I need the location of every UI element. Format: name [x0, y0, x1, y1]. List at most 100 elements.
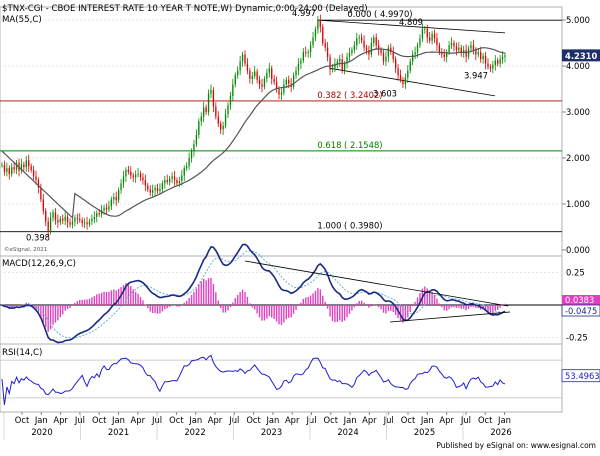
- candle-body: [329, 56, 331, 70]
- candle-body: [463, 49, 465, 54]
- rsi-label: RSI(14,C): [2, 348, 42, 358]
- candle-body: [30, 166, 32, 170]
- candle-body: [499, 59, 501, 64]
- candle-body: [91, 218, 93, 222]
- macd-lower-trendline: [389, 311, 511, 323]
- candle-body: [351, 49, 353, 54]
- candle-body: [156, 187, 159, 192]
- x-year-label: 2025: [414, 427, 435, 437]
- candle-body: [470, 45, 472, 49]
- candle-body: [37, 180, 40, 188]
- candle-body: [339, 59, 341, 62]
- candle-body: [482, 55, 484, 60]
- candle-body: [295, 70, 297, 76]
- price-y-tick-label: 1.000: [566, 199, 590, 209]
- candle-body: [88, 221, 91, 225]
- candle-body: [54, 212, 57, 221]
- candle-body: [188, 158, 190, 167]
- candle-body: [307, 52, 309, 54]
- fib-level-label: 0.000 ( 4.9970): [347, 9, 412, 19]
- candle-body: [441, 52, 443, 55]
- candle-body: [166, 180, 168, 182]
- macd-upper-trendline: [244, 260, 509, 307]
- moving-average-label: MA(55,C): [2, 15, 42, 25]
- candle-body: [23, 164, 25, 168]
- macd-histogram-value-box: [562, 295, 600, 305]
- candle-body: [96, 213, 98, 217]
- candle-body: [239, 61, 241, 71]
- candle-body: [86, 222, 88, 225]
- candle-body: [134, 174, 137, 178]
- candle-body: [137, 173, 139, 175]
- candle-body: [113, 197, 115, 200]
- candle-body: [110, 199, 113, 207]
- candle-body: [375, 37, 377, 46]
- candle-body: [183, 168, 185, 176]
- candle-body: [382, 53, 385, 62]
- candle-body: [480, 52, 482, 60]
- x-month-label: Oct: [169, 415, 184, 425]
- price-y-tick-label: 0.000: [566, 245, 590, 255]
- x-month-label: Apr: [439, 415, 454, 425]
- x-month-label: Jul: [305, 415, 316, 425]
- candle-body: [443, 54, 445, 57]
- candle-body: [373, 37, 375, 43]
- candle-body: [494, 60, 496, 66]
- candle-body: [297, 63, 300, 71]
- candle-body: [426, 28, 428, 38]
- candle-body: [477, 52, 479, 55]
- candle-body: [169, 178, 171, 182]
- candle-body: [142, 177, 144, 181]
- candle-body: [6, 168, 8, 172]
- candle-body: [280, 92, 283, 95]
- macd-value-box: [561, 304, 600, 317]
- candle-body: [370, 43, 373, 55]
- candle-body: [122, 176, 125, 184]
- candle-body: [380, 49, 382, 54]
- candle-body: [130, 171, 132, 176]
- last-price-label: 4.2310: [565, 51, 597, 61]
- candle-body: [246, 63, 249, 71]
- candle-body: [411, 54, 414, 62]
- candle-body: [271, 68, 273, 79]
- candle-body: [40, 187, 42, 200]
- candle-body: [81, 220, 83, 224]
- macd-label: MACD(12,26,9,C): [2, 259, 76, 269]
- candle-body: [273, 78, 275, 83]
- candle-body: [504, 55, 506, 57]
- candle-body: [251, 76, 253, 79]
- candle-body: [465, 49, 467, 57]
- x-month-label: Apr: [362, 415, 377, 425]
- candle-body: [69, 222, 71, 225]
- candle-body: [25, 160, 27, 168]
- candle-body: [8, 168, 10, 175]
- candle-body: [492, 65, 494, 69]
- candle-body: [200, 116, 202, 122]
- candle-body: [193, 144, 195, 152]
- price-y-tick-label: 4.000: [566, 61, 590, 71]
- candle-body: [237, 70, 239, 76]
- x-year-label: 2021: [108, 427, 129, 437]
- candle-body: [365, 47, 368, 50]
- candle-body: [472, 45, 475, 50]
- candle-body: [368, 49, 370, 55]
- candle-body: [448, 45, 450, 53]
- candle-body: [76, 217, 78, 219]
- x-year-label: 2020: [31, 427, 52, 437]
- price-annotation: 3.603: [373, 88, 397, 98]
- x-month-label: Oct: [478, 415, 493, 425]
- candle-body: [57, 220, 59, 223]
- candle-body: [207, 93, 210, 112]
- candle-body: [407, 70, 409, 78]
- candle-body: [20, 164, 23, 171]
- candle-body: [450, 43, 453, 46]
- candle-body: [419, 38, 421, 46]
- candle-body: [173, 176, 176, 181]
- price-annotation: 0.398: [26, 233, 50, 243]
- candle-body: [117, 190, 120, 201]
- candle-body: [64, 216, 66, 221]
- candle-body: [261, 84, 263, 87]
- candle-body: [431, 33, 433, 41]
- candle-body: [120, 183, 122, 191]
- candle-body: [47, 221, 49, 232]
